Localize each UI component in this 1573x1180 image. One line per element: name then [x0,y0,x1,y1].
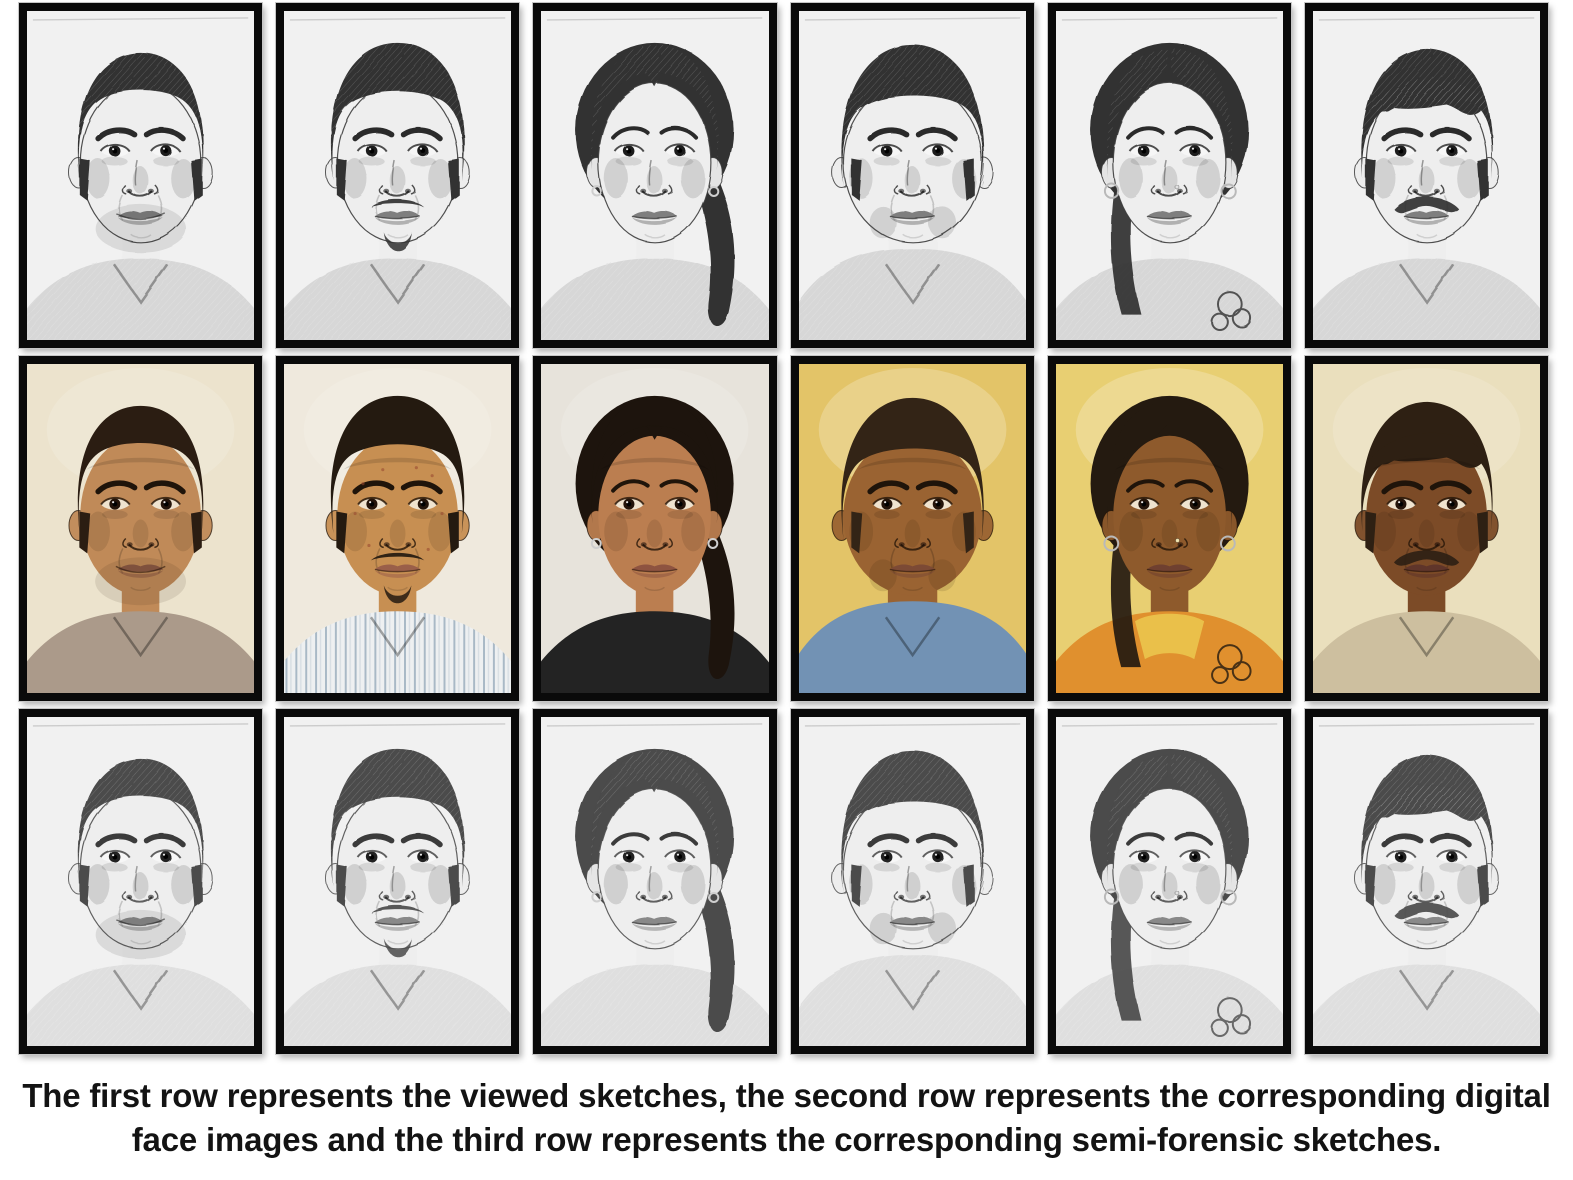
viewed-sketch-cell-subject-2 [275,2,521,349]
digital-photo-cell-subject-3 [532,355,778,702]
digital-photo-portrait-subject-5 [1055,364,1283,693]
digital-photo-portrait-subject-6 [1312,364,1540,693]
digital-photo-cell-subject-6 [1303,355,1550,702]
viewed-sketch-cell-subject-4 [789,2,1035,349]
semi-forensic-sketch-portrait-subject-1 [27,717,255,1046]
digital-photo-portrait-subject-1 [27,364,255,693]
semi-forensic-sketch-portrait-subject-4 [798,717,1026,1046]
semi-forensic-sketch-cell-subject-5 [1046,708,1292,1055]
viewed-sketch-portrait-subject-4 [798,11,1026,340]
viewed-sketch-cell-subject-1 [17,2,264,349]
semi-forensic-sketch-portrait-subject-5 [1055,717,1283,1046]
semi-forensic-sketch-cell-subject-4 [789,708,1035,1055]
semi-forensic-sketch-cell-subject-6 [1303,708,1550,1055]
caption-line-2: face images and the third row represents… [131,1120,1442,1158]
viewed-sketch-portrait-subject-3 [541,11,769,340]
caption-line-1: The first row represents the viewed sket… [22,1077,1551,1114]
viewed-sketch-cell-subject-6 [1303,2,1550,349]
digital-photo-portrait-subject-2 [284,364,512,693]
digital-photo-portrait-subject-3 [541,364,769,693]
viewed-sketch-portrait-subject-2 [284,11,512,340]
digital-photo-portrait-subject-4 [798,364,1026,693]
viewed-sketch-cell-subject-3 [532,2,778,349]
digital-photo-cell-subject-4 [789,355,1035,702]
viewed-sketch-portrait-subject-5 [1055,11,1283,340]
digital-photo-cell-subject-5 [1046,355,1292,702]
semi-forensic-sketch-portrait-subject-3 [541,717,769,1046]
semi-forensic-sketch-portrait-subject-6 [1312,717,1540,1046]
face-grid [17,2,1550,1055]
digital-photo-cell-subject-1 [17,355,264,702]
semi-forensic-sketch-cell-subject-3 [532,708,778,1055]
semi-forensic-sketch-cell-subject-2 [275,708,521,1055]
figure-caption: The first row represents the viewed sket… [0,1074,1573,1161]
digital-photo-cell-subject-2 [275,355,521,702]
semi-forensic-sketch-portrait-subject-2 [284,717,512,1046]
viewed-sketch-cell-subject-5 [1046,2,1292,349]
viewed-sketch-portrait-subject-6 [1312,11,1540,340]
viewed-sketch-portrait-subject-1 [27,11,255,340]
semi-forensic-sketch-cell-subject-1 [17,708,264,1055]
